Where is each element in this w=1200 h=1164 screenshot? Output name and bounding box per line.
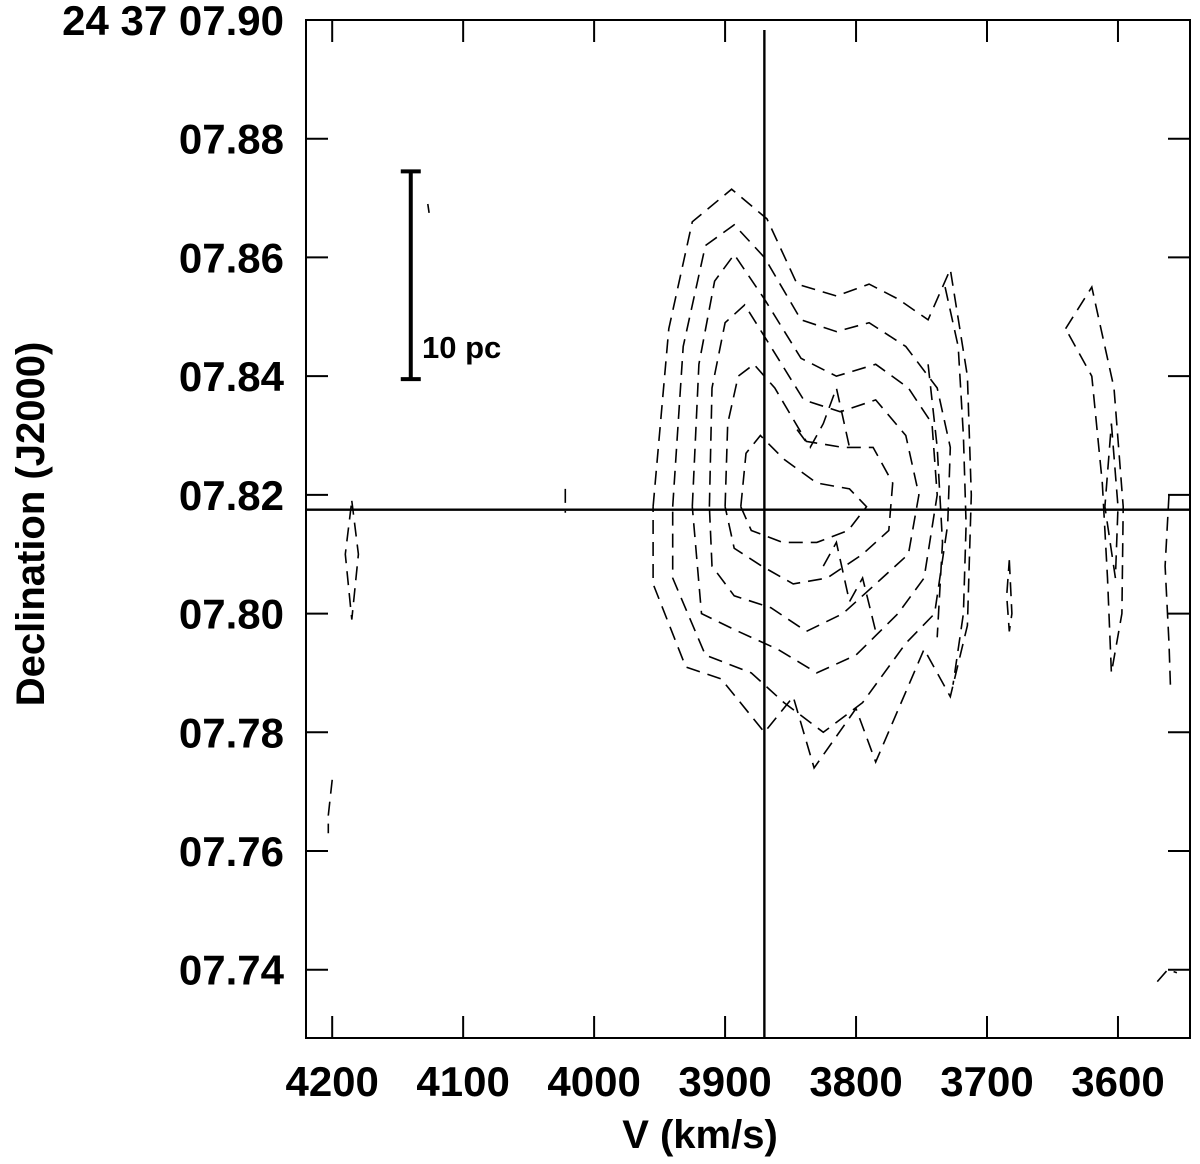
- contour-layer: [327, 188, 1178, 983]
- contour-blob-4185: [344, 500, 360, 620]
- y-tick-label: 07.80: [179, 591, 284, 638]
- contour-speck-4125: [427, 203, 430, 214]
- contour-blob-3680: [1005, 560, 1013, 632]
- x-axis: 4200 4100 4000 3900 3800 3700 3600: [285, 20, 1165, 1105]
- contour-main-c6: [740, 434, 868, 544]
- x-tick-label: 4100: [416, 1058, 509, 1105]
- scale-bar: 10 pc: [400, 169, 501, 382]
- contour-main-c3: [691, 253, 939, 674]
- contour-main-c8: [822, 540, 877, 632]
- y-tick-label: 07.78: [179, 709, 284, 756]
- contour-main-c7: [796, 385, 851, 449]
- x-tick-label: 3700: [940, 1058, 1033, 1105]
- contour-main-c1: [652, 188, 973, 770]
- y-tick-label: 07.82: [179, 472, 284, 519]
- contour-main-c5: [724, 363, 894, 585]
- contour-blob-3600-inner: [1104, 423, 1119, 579]
- y-tick-label: 24 37 07.90: [62, 0, 284, 44]
- plot-frame: [305, 19, 1191, 1039]
- contour-speck-3560b: [1156, 968, 1178, 983]
- contour-speck-4200: [327, 779, 333, 834]
- contour-blob-3600-outer: [1064, 285, 1125, 674]
- x-tick-label: 4200: [285, 1058, 378, 1105]
- x-tick-label: 3900: [678, 1058, 771, 1105]
- y-tick-label: 07.88: [179, 116, 284, 163]
- contour-east-ridge: [944, 286, 967, 685]
- y-tick-label: 07.76: [179, 828, 284, 875]
- contour-main-c4: [708, 303, 920, 633]
- x-axis-title: V (km/s): [622, 1113, 778, 1157]
- y-tick-label: 07.74: [179, 947, 285, 994]
- y-tick-label: 07.86: [179, 234, 284, 281]
- y-axis: 24 37 07.90 07.88 07.86 07.84 07.82 07.80 07.7…: [62, 0, 1190, 994]
- x-tick-label: 3800: [809, 1058, 902, 1105]
- contour-east-ridge-2: [927, 364, 944, 638]
- y-axis-title: Declination (J2000): [9, 342, 53, 707]
- contour-blob-3560: [1164, 494, 1172, 685]
- y-tick-label: 07.84: [179, 353, 285, 400]
- x-tick-label: 3600: [1071, 1058, 1164, 1105]
- contour-main-c2: [671, 223, 952, 734]
- scale-bar-label: 10 pc: [422, 330, 501, 365]
- x-tick-label: 4000: [547, 1058, 640, 1105]
